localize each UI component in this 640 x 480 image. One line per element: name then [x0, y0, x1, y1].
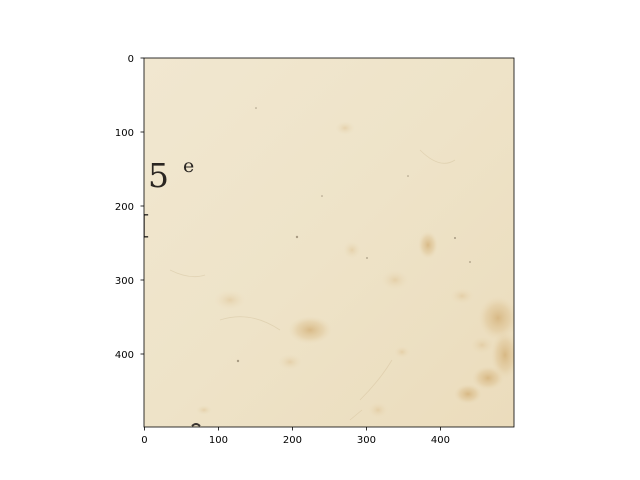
y-tick-label: 300	[115, 276, 134, 287]
page-number-text: 5	[148, 156, 169, 195]
x-tick-label: 0	[141, 435, 147, 446]
bracket-fragment: [	[140, 211, 150, 241]
x-tick: 100	[209, 427, 228, 446]
y-axis: 0 100 200 300 400	[115, 54, 144, 361]
x-tick-label: 200	[283, 435, 302, 446]
y-tick-label: 100	[115, 128, 134, 139]
x-tick-label: 300	[357, 435, 376, 446]
x-tick-label: 100	[209, 435, 228, 446]
paper-stains	[196, 121, 514, 418]
page-number-superscript: e	[183, 155, 194, 177]
paper-specks	[236, 107, 471, 363]
y-tick: 100	[115, 128, 144, 139]
y-tick: 400	[115, 350, 144, 361]
axes-frame	[143, 57, 515, 428]
y-tick: 300	[115, 276, 144, 287]
x-tick-label: 400	[431, 435, 450, 446]
paper-background	[144, 58, 514, 427]
scanned-paper-image: 5 e [	[140, 58, 514, 427]
x-tick: 400	[431, 427, 450, 446]
y-tick-label: 0	[128, 54, 134, 65]
y-tick-label: 200	[115, 202, 134, 213]
y-tick-label: 400	[115, 350, 134, 361]
x-tick: 200	[283, 427, 302, 446]
x-tick: 0	[141, 427, 148, 446]
y-tick: 0	[128, 54, 144, 65]
text-fragment-bottom	[191, 423, 201, 427]
x-tick: 300	[357, 427, 376, 446]
paper-fibers	[169, 149, 456, 421]
y-tick: 200	[115, 202, 144, 213]
x-axis: 0 100 200 300 400	[141, 427, 450, 446]
